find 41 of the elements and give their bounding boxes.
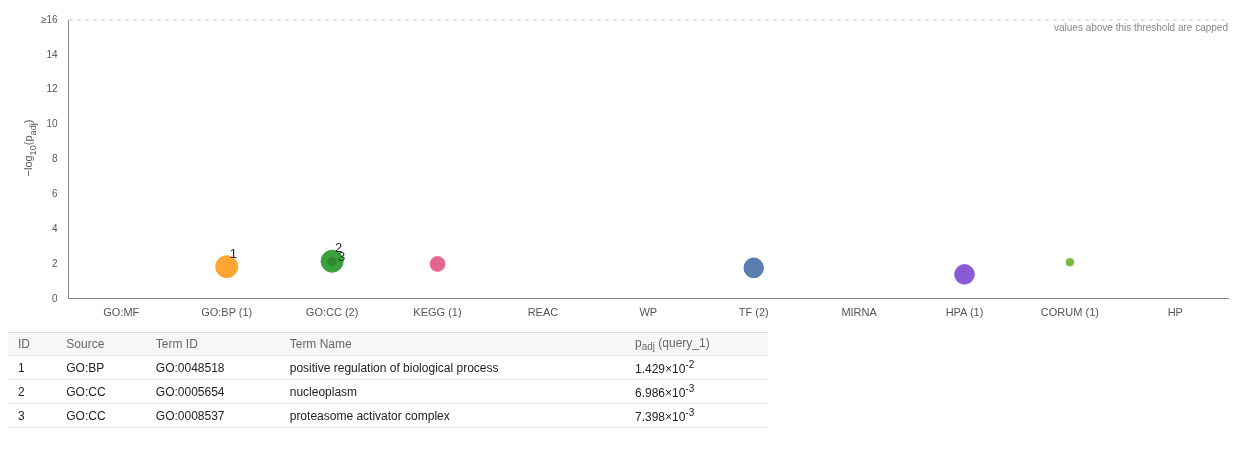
text: 6.986×10$^{-3}$ bbox=[624, 379, 768, 404]
text: Source bbox=[56, 332, 146, 356]
text: positive regulation of biological process bbox=[279, 355, 625, 380]
text: Term ID bbox=[145, 332, 280, 356]
x-tick-label: GO:CC (2) bbox=[305, 306, 359, 319]
x-tick-label: GO:BP (1) bbox=[201, 306, 253, 319]
text: ID bbox=[8, 332, 57, 356]
x-tick-label: HP bbox=[1167, 306, 1183, 319]
y-tick-label: 2 bbox=[52, 257, 59, 269]
y-tick-label: 10 bbox=[46, 118, 59, 130]
x-tick-label: TF (2) bbox=[738, 306, 769, 319]
text: nucleoplasm bbox=[279, 379, 625, 404]
text: 1.429×10$^{-2}$ bbox=[624, 355, 768, 380]
x-tick-label: GO:MF bbox=[103, 306, 140, 319]
text: 7.398×10$^{-3}$ bbox=[624, 403, 768, 428]
text: p$_{adj}$ (query_1) bbox=[624, 332, 768, 356]
text: GO:CC bbox=[56, 403, 146, 428]
x-tick-label: REAC bbox=[527, 306, 559, 319]
y-tick-label: 12 bbox=[46, 83, 59, 95]
text: proteasome activator complex bbox=[279, 403, 625, 428]
y-tick-label: 14 bbox=[46, 48, 59, 60]
text: GO:CC bbox=[56, 379, 146, 404]
ref-line-label: values above this threshold are capped bbox=[1053, 21, 1228, 33]
text: 3 bbox=[8, 403, 57, 428]
x-tick-label: MIRNA bbox=[841, 306, 878, 319]
y-tick-label: 4 bbox=[52, 222, 59, 234]
x-tick-label: HPA (1) bbox=[945, 306, 984, 319]
x-tick-label: WP bbox=[639, 306, 658, 319]
y-tick-label: 0 bbox=[52, 292, 59, 304]
annotation: 1 bbox=[229, 245, 237, 261]
text: GO:0048518 bbox=[145, 355, 280, 380]
text: 1 bbox=[8, 355, 57, 380]
text: GO:BP bbox=[56, 355, 146, 380]
y-tick-label: ≥16 bbox=[40, 13, 59, 25]
text: GO:0005654 bbox=[145, 379, 280, 404]
y-tick-label: 8 bbox=[52, 153, 59, 165]
text: Term Name bbox=[279, 332, 625, 356]
x-tick-label: CORUM (1) bbox=[1040, 306, 1099, 319]
x-tick-label: KEGG (1) bbox=[413, 306, 462, 319]
text: GO:0008537 bbox=[145, 403, 280, 428]
y-tick-label: 6 bbox=[52, 188, 59, 199]
